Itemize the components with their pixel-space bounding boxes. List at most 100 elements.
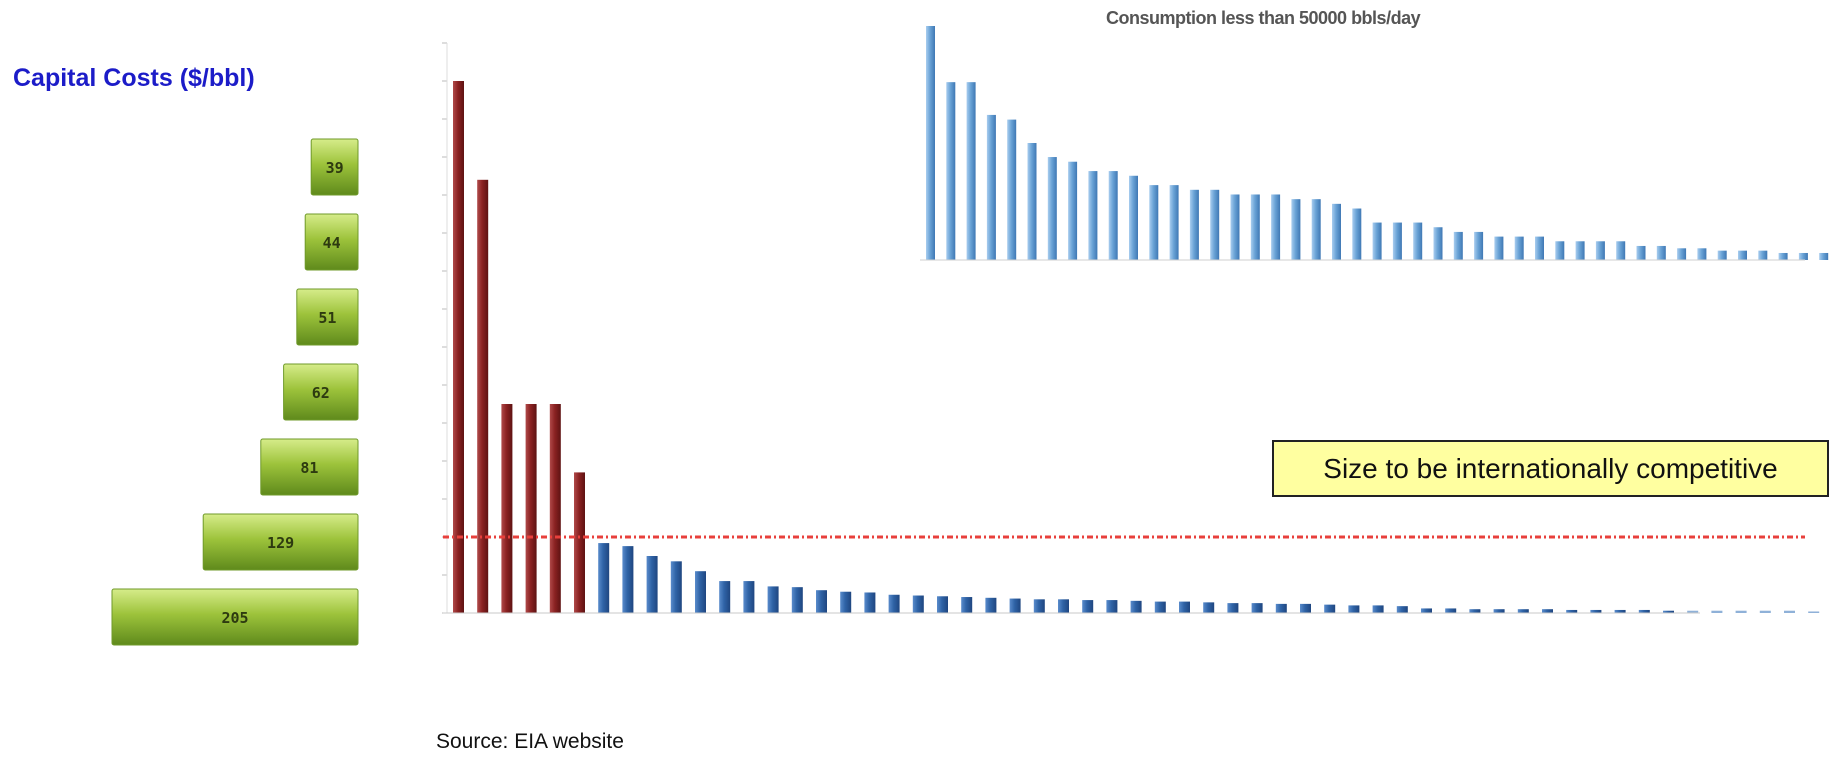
bar-below-threshold [1638,609,1650,613]
capital-cost-bar [202,513,359,571]
inset-bar [1068,161,1078,260]
inset-bar [1738,250,1747,260]
capital-cost-label: 81 [300,459,318,477]
bar-below-threshold [767,586,779,613]
bar-below-threshold [864,592,876,613]
inset-bar [926,26,935,260]
bar-below-threshold [1179,601,1190,613]
bar-below-threshold [1687,610,1699,613]
inset-bar [1129,175,1138,260]
inset-bar [1677,248,1687,260]
capital-cost-bar [283,363,359,421]
inset-bar [986,114,996,260]
bar-below-threshold [1009,598,1021,613]
inset-bar [1392,222,1402,260]
inset-bar [1027,143,1037,260]
inset-bar [1697,248,1707,260]
capital-cost-bar [304,213,359,271]
inset-bar [1230,194,1240,260]
bar-below-threshold [912,595,924,613]
inset-bar [1149,185,1159,260]
bar-below-threshold [1130,600,1142,613]
bar-above-threshold [453,81,464,613]
inset-bar [1758,250,1768,260]
bar-below-threshold [1808,611,1820,613]
bar-below-threshold [1275,603,1287,613]
bar-below-threshold [719,581,731,613]
inset-bar [1433,227,1443,260]
inset-bar [1656,245,1666,260]
bar-below-threshold [1566,609,1578,613]
bar-below-threshold [1517,609,1529,613]
competitiveness-callout: Size to be internationally competitive [1272,440,1829,497]
bar-below-threshold [985,597,997,613]
capital-cost-bars: 39 44 51 62 81 129 205 [111,138,359,646]
bar-below-threshold [1711,610,1723,613]
capital-cost-bar [296,288,359,346]
inset-bar [1047,157,1057,260]
inset-bar [1778,252,1788,260]
bar-below-threshold [1058,599,1069,613]
inset-bar [1210,189,1220,260]
inset-bar [1352,208,1362,260]
inset-bar [1595,241,1605,260]
inset-bar [1189,189,1199,260]
inset-bar [1453,231,1463,260]
capital-cost-label: 51 [318,309,336,327]
inset-bar [1575,241,1585,260]
bar-above-threshold [525,404,537,613]
inset-bar [1494,236,1504,260]
bar-below-threshold [1227,603,1239,613]
inset-bar [1311,199,1321,260]
inset-bar [1372,222,1382,260]
inset-bar [1169,185,1179,260]
inset-bar [1088,171,1098,260]
capital-cost-label: 205 [221,609,248,627]
inset-bar [1555,241,1565,260]
bar-below-threshold [1493,609,1505,613]
capital-cost-bar [111,588,359,646]
capital-cost-bar [260,438,359,496]
bar-below-threshold [1663,610,1674,613]
bar-below-threshold [1590,609,1602,613]
bar-below-threshold [1421,608,1432,613]
bar-below-threshold [1735,610,1747,613]
bar-below-threshold [1154,601,1166,613]
inset-bar [1250,194,1260,260]
capital-costs-title: Capital Costs ($/bbl) [13,64,255,92]
bar-below-threshold [1396,606,1408,613]
bar-below-threshold [743,581,755,613]
bar-above-threshold [549,404,561,613]
bar-below-threshold [840,591,852,613]
bar-below-threshold [1033,599,1045,613]
capital-cost-bar [310,138,359,196]
bar-below-threshold [1542,609,1553,613]
bar-above-threshold [501,404,513,613]
capital-cost-label: 62 [312,384,330,402]
bar-above-threshold [477,179,489,614]
bar-below-threshold [695,571,706,613]
bar-below-threshold [646,556,658,613]
bar-below-threshold [816,590,827,613]
bar-below-threshold [1614,609,1626,613]
capital-cost-label: 39 [326,159,344,177]
inset-bar [1535,236,1544,260]
capital-cost-label: 129 [267,534,294,552]
source-note: Source: EIA website [436,730,624,753]
bar-below-threshold [1203,602,1215,613]
inset-bar [1798,252,1808,260]
capital-cost-label: 44 [323,234,341,252]
bar-below-threshold [598,543,610,613]
bar-below-threshold [888,594,900,613]
bar-below-threshold [1469,609,1481,613]
bar-below-threshold [1372,605,1384,613]
bar-below-threshold [1348,605,1360,613]
bar-below-threshold [791,587,803,613]
bar-below-threshold [961,597,973,613]
inset-bar [1514,236,1524,260]
bar-below-threshold [1082,600,1094,613]
inset-bar [1474,231,1484,260]
bar-above-threshold [574,472,585,613]
bar-below-threshold [670,561,682,613]
